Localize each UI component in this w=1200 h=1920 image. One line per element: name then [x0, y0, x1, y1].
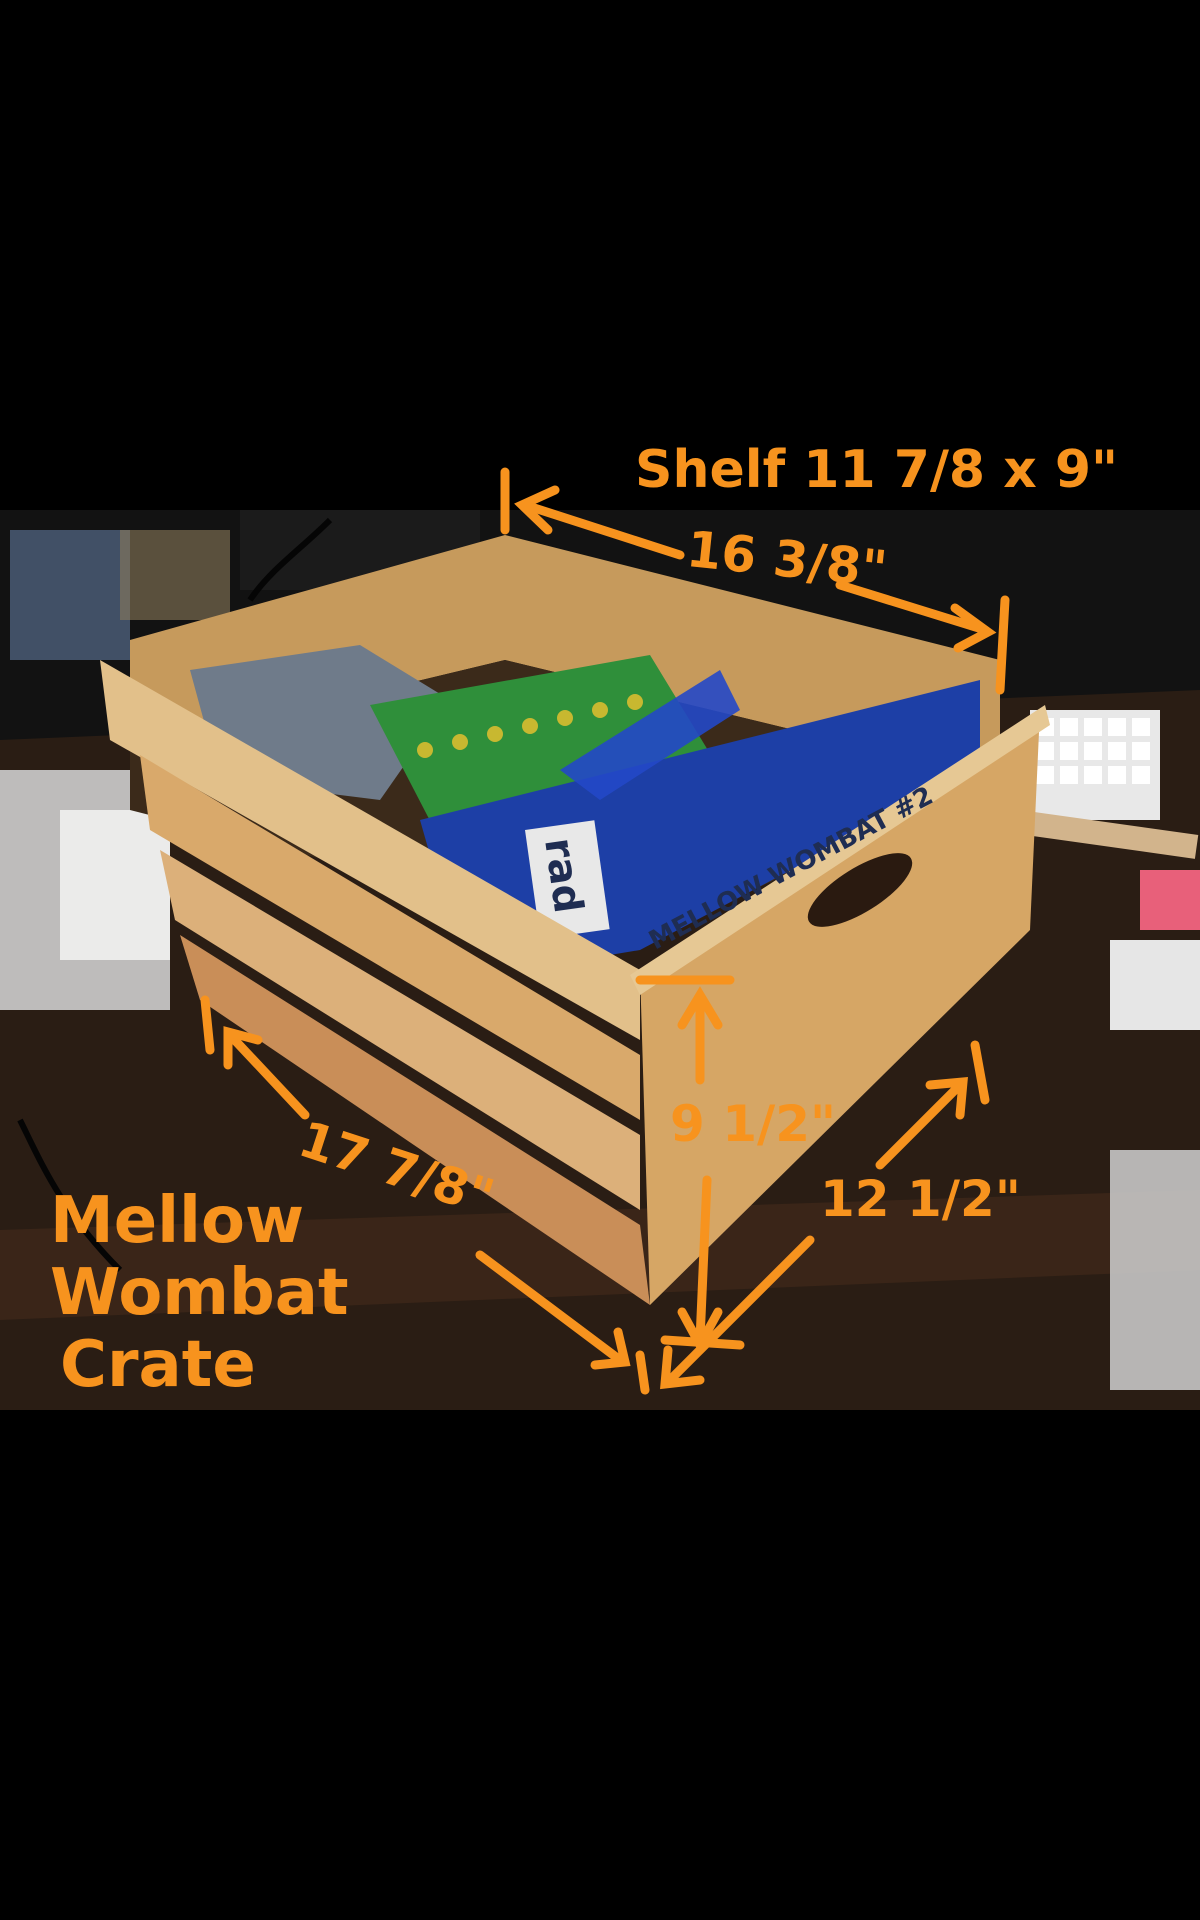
tick-length-bottom — [635, 1350, 650, 1395]
arrow-length-right — [475, 1250, 625, 1365]
depth-dimension: 12 1/2" — [820, 1170, 1021, 1228]
arrow-back-right — [835, 580, 990, 635]
paper-right — [1110, 940, 1200, 1030]
cable-2 — [247, 517, 333, 602]
bottles — [10, 530, 130, 660]
arrowhead-back-right — [950, 603, 997, 653]
shelf-dimension: Shelf 11 7/8 x 9" — [635, 440, 1119, 500]
crate-title-line3: Crate — [60, 1328, 256, 1402]
arrow-back-left — [520, 500, 685, 560]
arrowhead-depth-down — [660, 1345, 705, 1390]
keyboard — [1030, 710, 1160, 820]
arrow-length-left — [225, 1030, 310, 1120]
crate-title-line2: Wombat — [50, 1256, 349, 1330]
bag-label: rad — [535, 835, 591, 916]
paper-right-low — [1110, 1150, 1200, 1390]
terminal-board — [370, 655, 720, 840]
crate-long-side — [100, 660, 650, 1305]
shelf-items — [120, 530, 230, 620]
crate-back-wall — [130, 535, 1000, 780]
arrow-depth-up — [875, 1080, 965, 1170]
pink-note — [1140, 870, 1200, 930]
tick-back-right — [995, 595, 1010, 695]
crate-handle — [807, 853, 913, 927]
arrowhead-length-right — [590, 1327, 631, 1370]
tick-depth-right — [970, 1040, 990, 1105]
dowel — [1016, 810, 1199, 859]
arrowhead-length-left — [223, 1026, 263, 1070]
papers-2 — [60, 810, 170, 960]
arrowhead-depth-up — [925, 1077, 968, 1120]
cable — [17, 1118, 123, 1273]
crate-short-side — [630, 705, 1050, 1305]
crate-title-line1: Mellow — [50, 1184, 305, 1258]
bag-label-bg — [524, 820, 610, 939]
arrow-depth-down — [665, 1235, 815, 1385]
crate-title: Mellow Wombat Crate — [50, 1185, 349, 1401]
height-dimension: 9 1/2" — [670, 1095, 837, 1153]
tick-length-left — [200, 995, 215, 1055]
arrow-height-down — [695, 1175, 712, 1345]
arrowhead-back-left — [514, 485, 560, 535]
arrowhead-height-up — [677, 986, 723, 1030]
blue-cable — [560, 670, 740, 800]
